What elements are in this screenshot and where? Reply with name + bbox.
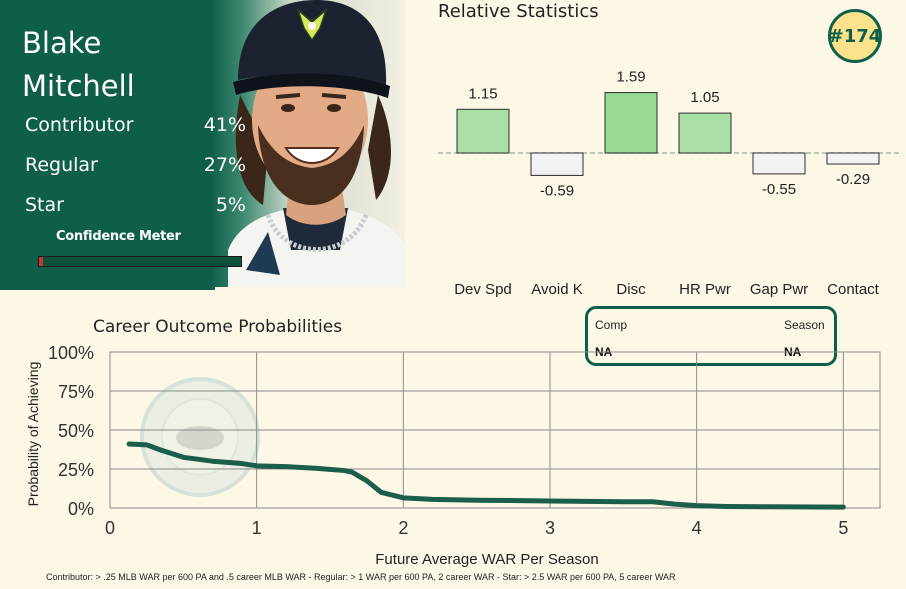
panel-edge bbox=[215, 287, 405, 293]
bar-data-label: 1.05 bbox=[690, 89, 719, 106]
y-tick-label: 50% bbox=[58, 421, 94, 441]
bar-avoid-k bbox=[530, 152, 584, 176]
bar-contact bbox=[826, 152, 880, 165]
probability-line bbox=[126, 441, 846, 510]
x-axis-title: Future Average WAR Per Season bbox=[375, 551, 598, 568]
category-label: Gap Pwr bbox=[750, 281, 808, 298]
footnote: Contributor: > .25 MLB WAR per 600 PA an… bbox=[46, 572, 676, 582]
bar-data-label: -0.29 bbox=[836, 171, 870, 188]
x-tick-label: 3 bbox=[545, 518, 555, 538]
relative-statistics-title: Relative Statistics bbox=[438, 1, 599, 22]
y-axis-title: Probability of Achieving bbox=[25, 362, 41, 507]
career-outcome-title: Career Outcome Probabilities bbox=[93, 317, 343, 337]
player-photo bbox=[228, 0, 405, 290]
bar-data-label: 1.59 bbox=[616, 69, 645, 86]
contributor-label: Contributor bbox=[25, 114, 134, 136]
y-tick-label: 25% bbox=[58, 460, 94, 480]
bar-data-label: 1.15 bbox=[468, 85, 497, 102]
category-label: Avoid K bbox=[531, 281, 582, 298]
bar-disc bbox=[604, 92, 658, 154]
x-tick-label: 5 bbox=[838, 518, 848, 538]
season-label: Season bbox=[784, 318, 825, 332]
category-label: Contact bbox=[827, 281, 880, 298]
confidence-meter-fill bbox=[39, 257, 43, 266]
bar-data-label: -0.55 bbox=[762, 181, 796, 198]
x-tick-label: 2 bbox=[398, 518, 408, 538]
regular-label: Regular bbox=[25, 154, 98, 176]
player-first-name: Blake bbox=[22, 26, 102, 60]
y-tick-label: 0% bbox=[68, 499, 94, 519]
confidence-meter-label: Confidence Meter bbox=[56, 229, 181, 244]
y-tick-label: 75% bbox=[58, 382, 94, 402]
relative-statistics-chart: 1.15 Dev Spd -0.59 Avoid K 1.59 Disc 1.05 HR Pw… bbox=[438, 69, 900, 298]
comp-label: Comp bbox=[595, 318, 628, 332]
category-label: HR Pwr bbox=[679, 281, 731, 298]
category-label: Disc bbox=[616, 281, 646, 298]
bar-data-label: -0.59 bbox=[540, 182, 574, 199]
x-tick-label: 0 bbox=[105, 518, 115, 538]
x-tick-label: 1 bbox=[252, 518, 262, 538]
star-label: Star bbox=[25, 194, 64, 216]
y-tick-label: 100% bbox=[48, 343, 94, 363]
bar-dev-spd bbox=[456, 108, 510, 154]
x-tick-label: 4 bbox=[692, 518, 702, 538]
category-label: Dev Spd bbox=[454, 281, 512, 298]
career-outcome-chart: 0 1 2 3 4 50%25%50%75%100%Future Average WAR … bbox=[25, 343, 881, 568]
comp-box: Comp NA Season NA bbox=[585, 306, 837, 366]
confidence-meter-track bbox=[38, 256, 242, 267]
rank-badge: #174 bbox=[828, 9, 882, 63]
oyster-analytics-watermark bbox=[140, 377, 260, 497]
bar-gap-pwr bbox=[752, 152, 806, 175]
star-value: 5% bbox=[215, 194, 246, 216]
player-last-name: Mitchell bbox=[22, 69, 135, 103]
regular-value: 27% bbox=[203, 154, 246, 176]
contributor-value: 41% bbox=[203, 114, 246, 136]
bar-hr-pwr bbox=[678, 112, 732, 154]
